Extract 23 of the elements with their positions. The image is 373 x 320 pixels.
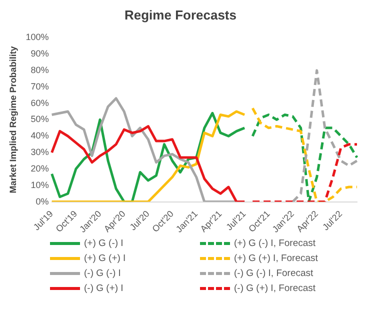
y-tick-label: 40% [30,130,49,141]
line-series [292,69,358,202]
line-series [251,143,358,202]
legend-label: (-) G (-) I [84,268,121,279]
legend-label: (+) G (-) I [84,238,124,249]
legend-label: (-) G (+) I [84,283,124,294]
y-tick-label: 0% [36,196,49,206]
y-tick-label: 50% [30,114,49,124]
legend-label: (+) G (+) I [84,253,126,264]
y-tick-label: 100% [26,32,49,42]
y-tick-label: 90% [30,48,49,59]
y-tick-label: 60% [30,98,49,108]
legend-label: (-) G (+) I, Forecast [234,283,316,294]
chart-title: Regime Forecasts [124,7,236,22]
y-tick-label: 30% [30,147,49,158]
legend-label: (+) G (+) I, Forecast [234,253,318,264]
y-axis-title: Market Implied Regime Probability [8,46,18,194]
y-tick-label: 10% [30,180,49,190]
y-tick-label: 80% [30,64,49,75]
y-tick-label: 70% [30,81,49,92]
legend-label: (-) G (-) I, Forecast [234,268,314,279]
y-tick-label: 20% [30,163,49,174]
legend-label: (+) G (-) I, Forecast [234,238,316,249]
